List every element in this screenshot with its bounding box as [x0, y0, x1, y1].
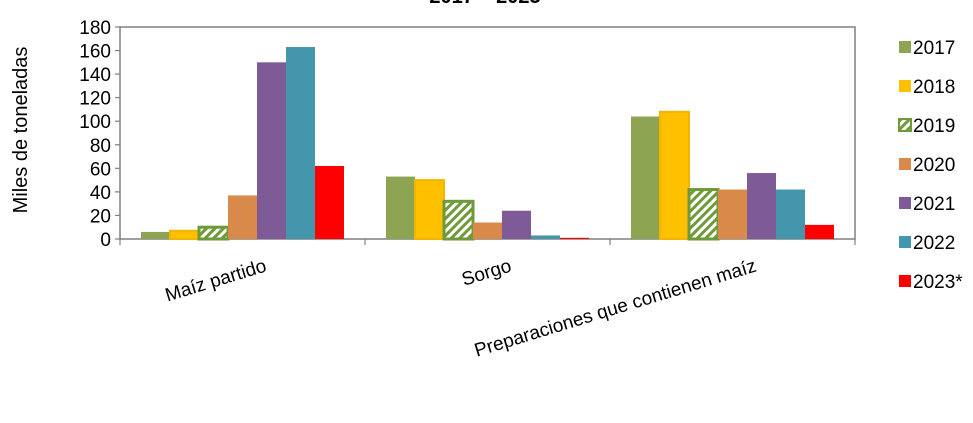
legend-label: 2023* — [913, 272, 963, 293]
bar-2020-0 — [228, 195, 257, 239]
y-axis-title: Miles de toneladas — [10, 47, 32, 214]
legend-swatch — [898, 118, 912, 132]
bar-2020-2 — [718, 189, 747, 239]
bar-2022-2 — [776, 189, 805, 239]
legend-swatch — [899, 275, 911, 287]
bar-2018-1 — [414, 179, 445, 241]
bar-2023-2 — [805, 224, 834, 239]
bar-2017-1 — [386, 176, 415, 239]
bar-2023-1 — [560, 237, 589, 239]
y-tick-label: 0 — [100, 230, 111, 251]
legend-swatch — [899, 197, 911, 209]
legend-swatch — [899, 41, 911, 53]
chart-title: 2017 – 2023 — [429, 0, 540, 8]
bar-2018-2 — [659, 110, 690, 240]
y-tick-label: 120 — [79, 89, 111, 110]
legend-label: 2018 — [913, 77, 955, 98]
bar-2019-2 — [687, 188, 720, 241]
bar-2018-0 — [169, 229, 200, 240]
bar-2023-0 — [315, 165, 344, 239]
y-tick-label: 20 — [90, 206, 111, 227]
bar-2021-0 — [257, 62, 286, 240]
bar-2022-1 — [531, 235, 560, 239]
legend-swatch — [899, 236, 911, 248]
bar-2019-1 — [442, 199, 475, 241]
x-category-label: Maíz partido — [163, 256, 269, 307]
y-tick-label: 160 — [79, 42, 111, 63]
bar-2017-2 — [631, 116, 660, 239]
x-category-label: Preparaciones que contienen maíz — [472, 256, 759, 362]
legend-label: 2017 — [913, 38, 955, 59]
bar-2022-0 — [286, 47, 315, 240]
legend-label: 2021 — [913, 194, 955, 215]
y-tick-label: 80 — [90, 136, 111, 157]
y-tick-label: 180 — [79, 18, 111, 39]
bar-2021-2 — [747, 173, 776, 239]
bar-2021-1 — [502, 210, 531, 239]
x-category-label: Sorgo — [459, 256, 514, 291]
bar-2020-1 — [473, 222, 502, 239]
legend-label: 2022 — [913, 233, 955, 254]
y-tick-label: 100 — [79, 112, 111, 133]
y-tick-label: 140 — [79, 65, 111, 86]
bar-2019-0 — [197, 225, 230, 241]
legend-label: 2020 — [913, 155, 955, 176]
legend-swatch — [899, 158, 911, 170]
legend-swatch — [899, 80, 911, 92]
y-tick-label: 40 — [90, 183, 111, 204]
bar-2017-0 — [141, 231, 170, 239]
legend-label: 2019 — [913, 116, 955, 137]
y-tick-label: 60 — [90, 159, 111, 180]
